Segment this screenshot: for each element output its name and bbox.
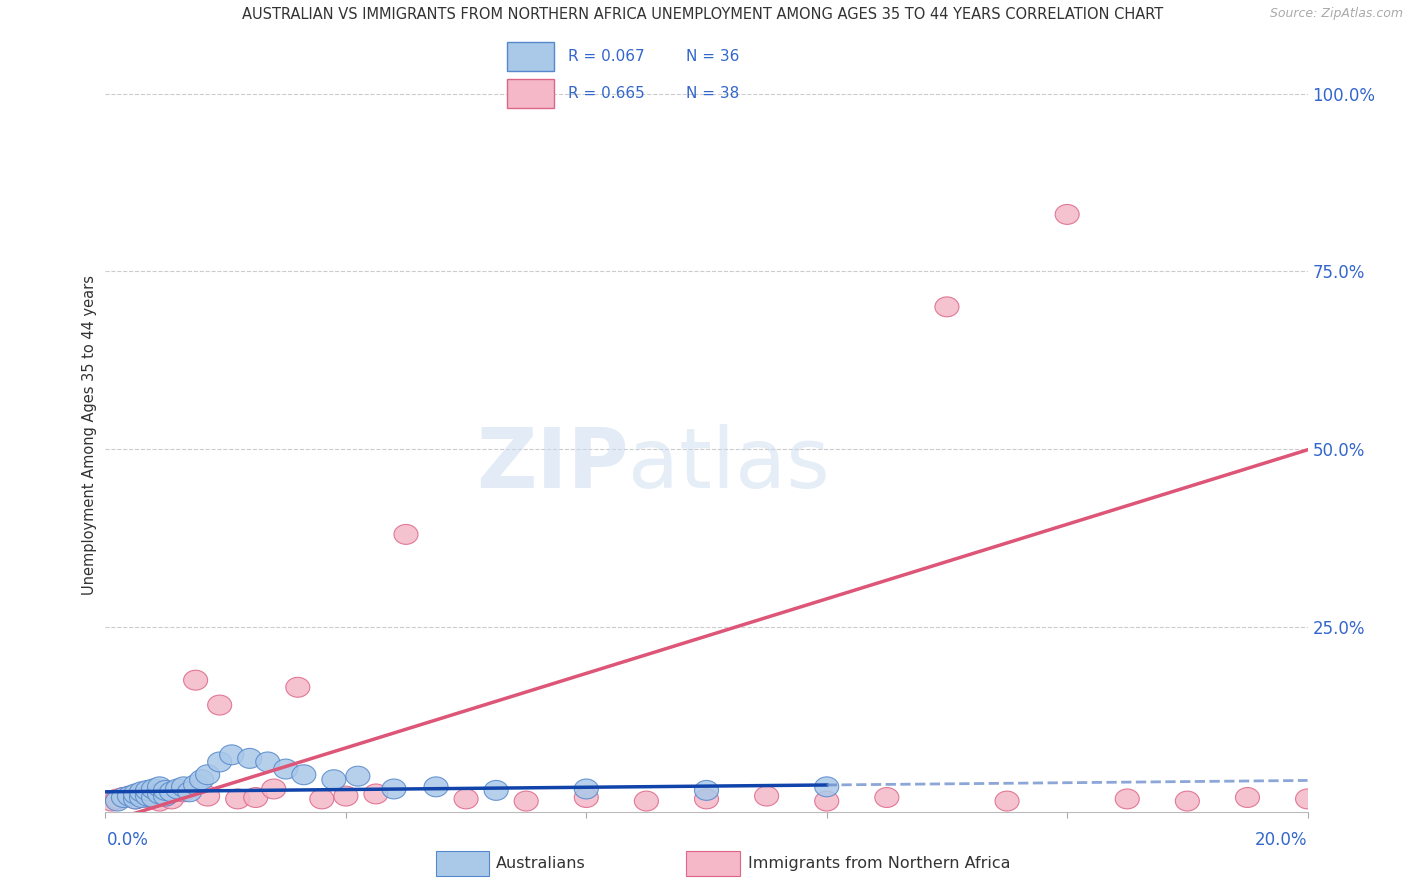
Ellipse shape: [111, 788, 135, 807]
Ellipse shape: [105, 791, 129, 811]
Ellipse shape: [190, 770, 214, 789]
Text: Immigrants from Northern Africa: Immigrants from Northern Africa: [748, 856, 1011, 871]
Ellipse shape: [208, 695, 232, 715]
Ellipse shape: [814, 777, 839, 797]
Text: 0.0%: 0.0%: [107, 831, 149, 849]
Ellipse shape: [634, 791, 658, 811]
Ellipse shape: [129, 784, 153, 804]
Ellipse shape: [484, 780, 508, 800]
Text: AUSTRALIAN VS IMMIGRANTS FROM NORTHERN AFRICA UNEMPLOYMENT AMONG AGES 35 TO 44 Y: AUSTRALIAN VS IMMIGRANTS FROM NORTHERN A…: [242, 7, 1164, 22]
Ellipse shape: [695, 789, 718, 809]
Ellipse shape: [755, 786, 779, 806]
Text: R = 0.665: R = 0.665: [568, 86, 644, 101]
Ellipse shape: [177, 782, 201, 802]
Ellipse shape: [1054, 204, 1080, 225]
Ellipse shape: [124, 789, 148, 809]
Ellipse shape: [238, 748, 262, 768]
Ellipse shape: [309, 789, 333, 809]
Ellipse shape: [135, 788, 159, 807]
Ellipse shape: [243, 788, 267, 807]
Text: atlas: atlas: [628, 425, 830, 506]
Ellipse shape: [148, 777, 172, 797]
Ellipse shape: [208, 752, 232, 772]
Ellipse shape: [274, 759, 298, 779]
Ellipse shape: [184, 670, 208, 690]
Text: N = 36: N = 36: [686, 49, 740, 64]
Text: 20.0%: 20.0%: [1256, 831, 1308, 849]
Ellipse shape: [1236, 788, 1260, 807]
Ellipse shape: [135, 780, 159, 800]
Text: ZIP: ZIP: [475, 425, 628, 506]
Ellipse shape: [159, 789, 184, 809]
Text: R = 0.067: R = 0.067: [568, 49, 644, 64]
Ellipse shape: [184, 775, 208, 795]
Ellipse shape: [935, 297, 959, 317]
Ellipse shape: [574, 788, 599, 807]
Ellipse shape: [1115, 789, 1139, 809]
Ellipse shape: [105, 789, 129, 809]
FancyBboxPatch shape: [508, 79, 554, 108]
Ellipse shape: [225, 789, 250, 809]
Ellipse shape: [364, 784, 388, 804]
Ellipse shape: [111, 788, 135, 807]
Y-axis label: Unemployment Among Ages 35 to 44 years: Unemployment Among Ages 35 to 44 years: [82, 275, 97, 595]
Ellipse shape: [292, 764, 316, 785]
Ellipse shape: [394, 524, 418, 544]
Ellipse shape: [124, 789, 148, 809]
Ellipse shape: [153, 780, 177, 800]
Ellipse shape: [118, 786, 142, 806]
Ellipse shape: [153, 786, 177, 806]
Ellipse shape: [172, 782, 195, 802]
Ellipse shape: [382, 779, 406, 799]
Ellipse shape: [153, 786, 177, 806]
Ellipse shape: [129, 788, 153, 807]
Ellipse shape: [1175, 791, 1199, 811]
Ellipse shape: [195, 786, 219, 806]
Ellipse shape: [142, 779, 166, 799]
Ellipse shape: [695, 780, 718, 800]
Text: Source: ZipAtlas.com: Source: ZipAtlas.com: [1270, 7, 1403, 21]
Ellipse shape: [995, 791, 1019, 811]
Ellipse shape: [262, 779, 285, 799]
Ellipse shape: [124, 784, 148, 804]
Ellipse shape: [454, 789, 478, 809]
FancyBboxPatch shape: [508, 42, 554, 71]
Ellipse shape: [142, 782, 166, 802]
Text: Australians: Australians: [496, 856, 586, 871]
Ellipse shape: [118, 786, 142, 806]
Ellipse shape: [100, 791, 124, 811]
Ellipse shape: [195, 764, 219, 785]
Ellipse shape: [346, 766, 370, 786]
Ellipse shape: [148, 791, 172, 811]
Ellipse shape: [322, 770, 346, 789]
Ellipse shape: [135, 786, 159, 806]
Ellipse shape: [256, 752, 280, 772]
Ellipse shape: [814, 791, 839, 811]
Ellipse shape: [172, 777, 195, 797]
Ellipse shape: [1295, 789, 1320, 809]
Ellipse shape: [159, 782, 184, 802]
Text: N = 38: N = 38: [686, 86, 738, 101]
Ellipse shape: [875, 788, 898, 807]
Ellipse shape: [166, 779, 190, 799]
Ellipse shape: [574, 779, 599, 799]
Ellipse shape: [148, 784, 172, 804]
Ellipse shape: [285, 677, 309, 698]
Ellipse shape: [425, 777, 449, 797]
Ellipse shape: [219, 745, 243, 764]
Ellipse shape: [129, 782, 153, 802]
Ellipse shape: [333, 786, 359, 806]
Ellipse shape: [142, 788, 166, 807]
Ellipse shape: [515, 791, 538, 811]
